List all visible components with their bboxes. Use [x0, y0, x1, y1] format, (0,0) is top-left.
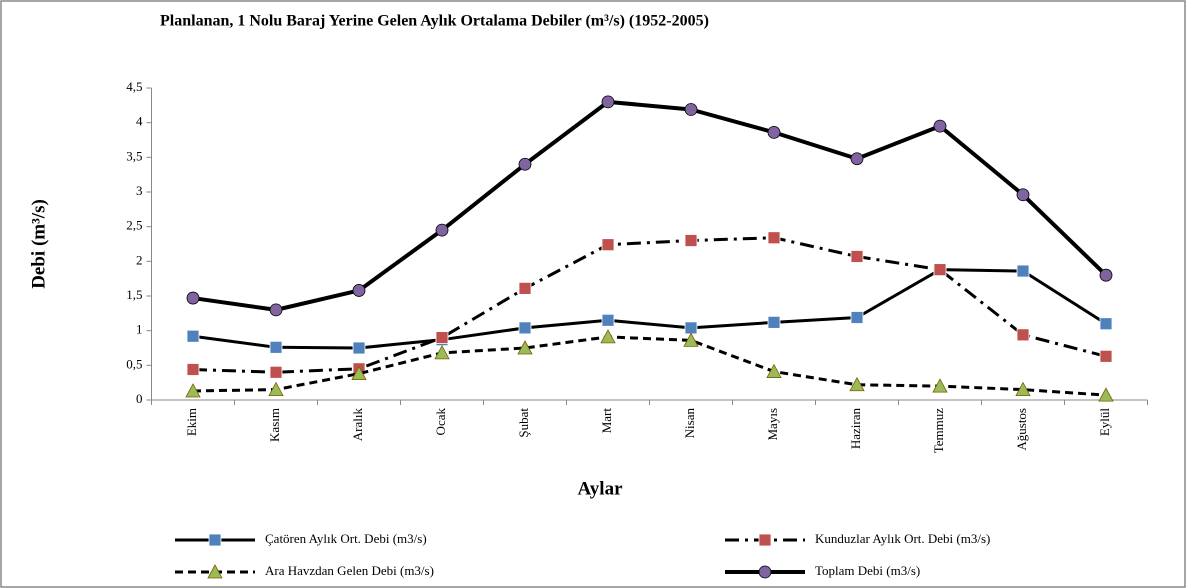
legend-label: Toplam Debi (m3/s) — [815, 563, 920, 578]
y-tick-label: 3,5 — [126, 148, 142, 163]
y-tick-label: 2 — [136, 252, 143, 267]
data-point — [269, 340, 283, 354]
data-point — [850, 152, 864, 166]
data-point — [1099, 349, 1113, 363]
data-point — [351, 365, 367, 381]
data-point — [684, 234, 698, 247]
data-point — [684, 103, 698, 116]
y-tick-label: 0 — [136, 391, 143, 406]
data-point — [1099, 317, 1113, 331]
x-tick-label: Aralık — [350, 408, 365, 442]
data-point — [601, 313, 615, 327]
data-point — [850, 311, 864, 324]
y-tick-label: 4,5 — [126, 79, 142, 94]
y-tick-label: 0,5 — [126, 356, 142, 371]
data-point — [517, 340, 533, 355]
data-point — [1099, 268, 1113, 282]
legend-label: Çatören Aylık Ort. Debi (m3/s) — [265, 531, 427, 546]
data-point — [683, 332, 699, 347]
data-point — [1015, 381, 1031, 396]
data-point — [767, 231, 781, 245]
data-point — [601, 238, 615, 252]
data-point — [185, 383, 201, 398]
data-point — [435, 223, 449, 237]
y-tick-label: 1,5 — [126, 287, 142, 302]
legend-label: Kunduzlar Aylık Ort. Debi (m3/s) — [815, 531, 990, 546]
series-line — [192, 236, 1107, 374]
data-point — [269, 303, 283, 317]
series-line — [192, 268, 1107, 350]
x-axis-title: Aylar — [577, 478, 623, 499]
x-tick-label: Nisan — [682, 408, 697, 439]
data-point — [269, 365, 283, 379]
data-point — [518, 157, 532, 171]
data-point — [767, 125, 781, 139]
data-point — [1016, 264, 1030, 278]
data-point — [1098, 387, 1114, 402]
legend-marker — [208, 533, 222, 547]
data-point — [932, 378, 948, 393]
data-point — [186, 291, 200, 305]
data-point — [766, 363, 782, 378]
data-point — [186, 363, 200, 376]
data-point — [933, 263, 947, 277]
data-point — [268, 381, 284, 396]
data-point — [434, 345, 450, 360]
data-point — [600, 329, 616, 344]
y-axis-title: Debi (m³/s) — [28, 199, 49, 289]
data-point — [352, 284, 366, 297]
x-tick-label: Kasım — [267, 408, 282, 442]
x-tick-label: Ağustos — [1014, 408, 1029, 451]
data-point — [1016, 188, 1030, 202]
x-tick-label: Haziran — [848, 408, 863, 450]
x-tick-label: Mart — [599, 408, 614, 434]
data-point — [767, 315, 781, 329]
legend-marker — [758, 565, 772, 579]
x-tick-label: Temmuz — [931, 408, 946, 454]
y-tick-label: 4 — [136, 114, 143, 129]
chart-title: Planlanan, 1 Nolu Baraj Yerine Gelen Ayl… — [160, 13, 709, 30]
legend-marker — [758, 533, 772, 547]
data-point — [849, 376, 865, 392]
data-point — [850, 250, 864, 263]
x-tick-label: Ekim — [184, 408, 199, 436]
y-tick-label: 2,5 — [126, 218, 142, 233]
x-tick-label: Ocak — [433, 408, 448, 436]
data-point — [933, 119, 947, 133]
data-point — [435, 331, 449, 345]
legend-label: Ara Havzdan Gelen Debi (m3/s) — [265, 563, 434, 578]
data-point — [518, 321, 532, 335]
data-point — [684, 321, 698, 335]
legend-marker — [207, 564, 223, 579]
x-tick-label: Eylül — [1097, 408, 1112, 437]
series-line — [192, 99, 1108, 312]
y-tick-label: 3 — [136, 183, 143, 198]
data-point — [518, 281, 532, 295]
y-tick-label: 1 — [136, 322, 143, 337]
series-line — [192, 335, 1107, 397]
data-point — [601, 95, 615, 109]
data-point — [352, 341, 366, 355]
x-tick-label: Mayıs — [765, 408, 780, 441]
data-point — [186, 329, 200, 343]
data-point — [1016, 328, 1030, 342]
x-tick-label: Şubat — [516, 408, 531, 438]
